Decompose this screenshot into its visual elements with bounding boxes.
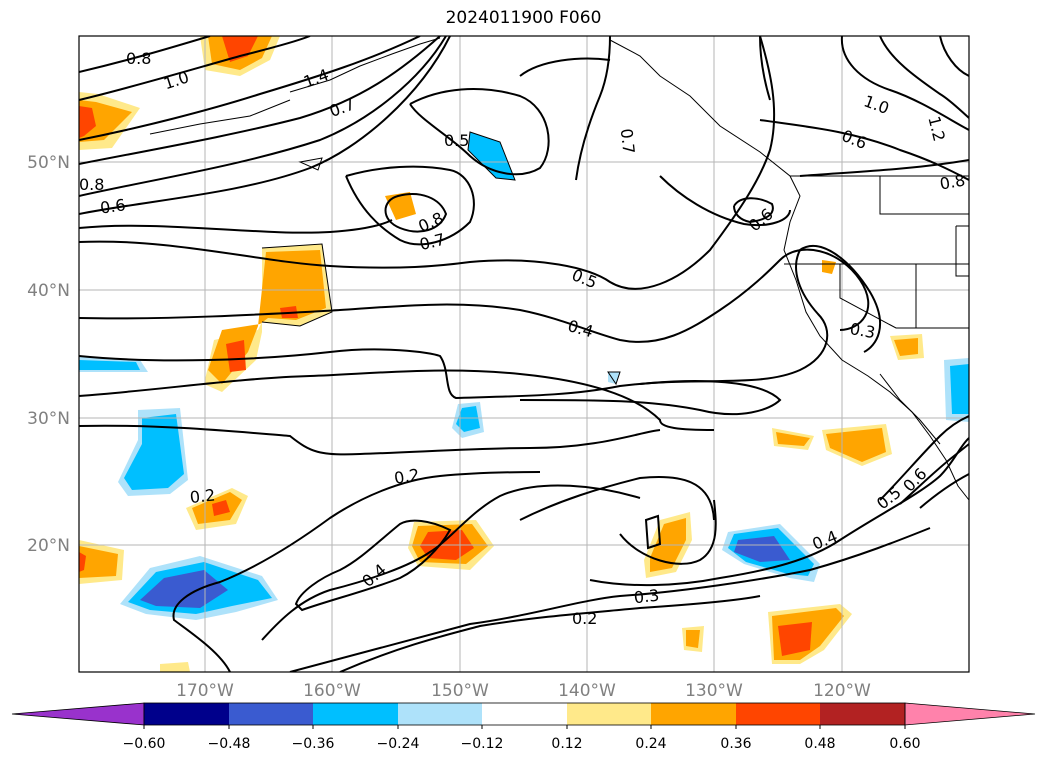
colorbar-segment	[736, 703, 820, 725]
latitude-labels: 50°N 40°N 30°N 20°N	[27, 153, 70, 556]
colorbar-outline	[143, 702, 906, 726]
lon-label: 140°W	[558, 681, 616, 701]
longitude-labels: 170°W 160°W 150°W 140°W 130°W 120°W	[176, 681, 871, 701]
colorbar-tick-label: 0.48	[804, 736, 835, 752]
colorbar-segment	[482, 703, 567, 725]
contour-label: 0.8	[79, 175, 104, 194]
contour-label: 1.0	[861, 91, 891, 118]
contour-label: 0.2	[189, 485, 216, 507]
colorbar-segment	[398, 703, 482, 725]
colorbar-extend-left	[11, 702, 145, 726]
contour-label: 0.4	[566, 316, 596, 341]
contour-label: 0.2	[393, 465, 421, 488]
lon-label: 150°W	[431, 681, 489, 701]
colorbar-segment	[567, 703, 651, 725]
contour-label: 0.5	[569, 265, 600, 292]
colorbar-tick-label: −0.12	[461, 736, 504, 752]
colorbar-tick-label: −0.36	[292, 736, 335, 752]
colorbar-extend-right	[904, 702, 1036, 726]
colorbar-tick-label: 0.36	[720, 736, 751, 752]
contour-label: 0.6	[99, 195, 127, 217]
lat-label: 50°N	[27, 153, 70, 173]
colorbar-tick-label: −0.24	[377, 736, 420, 752]
contour-label: 0.5	[444, 131, 469, 150]
lon-label: 170°W	[176, 681, 234, 701]
colorbar: −0.60 −0.48 −0.36 −0.24 −0.12 0.12 0.24 …	[11, 702, 1036, 752]
colorbar-segment	[820, 703, 905, 725]
colorbar-tick-label: 0.24	[635, 736, 666, 752]
contour-label: 0.8	[938, 170, 966, 193]
colorbar-segment	[651, 703, 736, 725]
lon-label: 160°W	[303, 681, 361, 701]
coastlines	[149, 37, 969, 501]
lat-label: 40°N	[27, 281, 70, 301]
contour-label: 0.3	[633, 586, 660, 608]
contour-label: 1.4	[301, 65, 331, 92]
contour-lines	[79, 36, 969, 672]
plot-area: 0.8 1.0 1.4 0.7 0.5 0.7 1.0 1.2 0.6 0.8 …	[79, 36, 969, 672]
contour-label-group: 0.8 1.0 1.4 0.7 0.5 0.7 1.0 1.2 0.6 0.8 …	[79, 49, 967, 628]
lon-label: 120°W	[813, 681, 871, 701]
contour-label: 0.4	[810, 527, 841, 554]
lat-lon-grid	[79, 36, 969, 672]
contour-label: 0.6	[899, 464, 930, 496]
contour-label: 1.2	[924, 114, 949, 143]
plot-frame	[78, 35, 970, 673]
colorbar-segment	[144, 703, 229, 725]
contour-label: 0.5	[873, 483, 905, 514]
contour-label: 0.6	[839, 126, 870, 153]
lat-label: 20°N	[27, 536, 70, 556]
colorbar-ticks	[143, 725, 906, 729]
contour-label: 0.4	[358, 560, 390, 591]
colorbar-tick-label: −0.48	[208, 736, 251, 752]
contour-label: 0.7	[617, 128, 639, 155]
colorbar-tick-label: 0.12	[551, 736, 582, 752]
colorbar-tick-label: −0.60	[123, 736, 166, 752]
lon-label: 130°W	[685, 681, 743, 701]
colorbar-tick-label: 0.60	[889, 736, 920, 752]
lat-label: 30°N	[27, 409, 70, 429]
contour-label: 0.2	[572, 609, 597, 628]
map-title: 2024011900 F060	[445, 8, 602, 28]
contour-label: 0.3	[848, 319, 876, 342]
contour-label: 0.8	[126, 49, 151, 68]
colorbar-segment	[229, 703, 313, 725]
colorbar-segment	[313, 703, 398, 725]
